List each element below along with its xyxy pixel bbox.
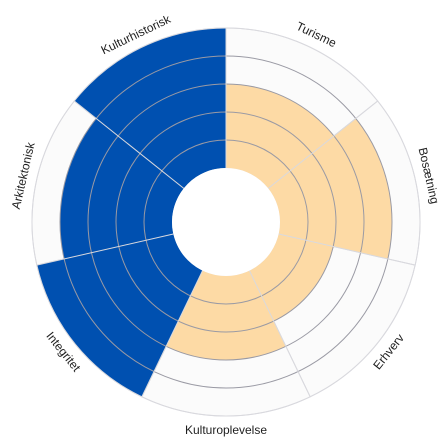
grid-spoke	[267, 100, 378, 189]
center-hole	[172, 168, 280, 276]
grid-spoke	[141, 270, 204, 398]
center-circle	[172, 168, 280, 276]
segment-label: Kulturoplevelse	[185, 423, 267, 437]
segment-label: Bosætning	[416, 146, 442, 205]
grid-spoke	[36, 233, 174, 266]
value-wedge	[268, 118, 393, 259]
grid-spoke	[248, 270, 311, 398]
value-wedge	[166, 270, 286, 360]
grid-spokes	[36, 28, 416, 398]
grid-spoke	[278, 233, 416, 266]
value-wedge	[249, 234, 334, 322]
value-wedges	[36, 28, 393, 397]
value-wedge	[59, 118, 184, 259]
value-wedge	[226, 84, 334, 189]
value-wedge	[74, 28, 226, 189]
grid-spoke	[74, 100, 185, 189]
